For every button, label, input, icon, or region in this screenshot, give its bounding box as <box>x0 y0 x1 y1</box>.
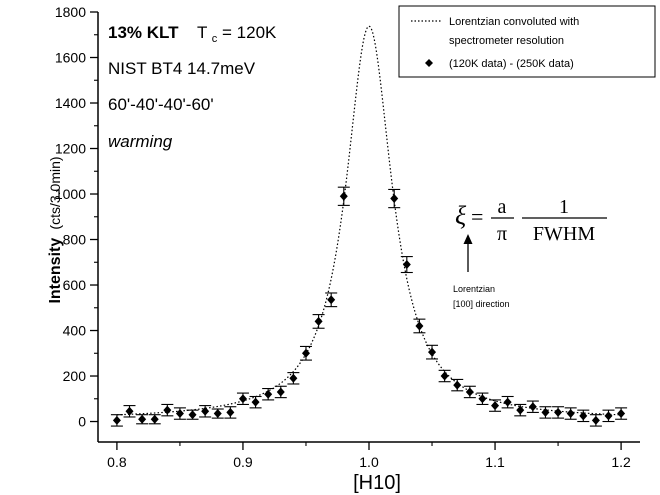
data-point <box>516 405 525 415</box>
y-tick-label: 600 <box>63 277 87 293</box>
x-tick-label: 0.8 <box>107 454 127 470</box>
data-point <box>554 407 563 417</box>
annotation-sample: 13% KLT T c = 120K <box>108 23 277 46</box>
data-point <box>465 387 474 397</box>
fit-curve <box>116 25 622 416</box>
formula-a: a <box>498 196 507 218</box>
data-point <box>251 397 260 407</box>
annotation-tc-symbol: T <box>197 23 207 42</box>
data-point <box>402 260 411 270</box>
formula-one: 1 <box>559 196 569 218</box>
y-tick-label: 400 <box>63 323 87 339</box>
annotation-tc-subscript: c <box>212 33 218 45</box>
data-point <box>112 415 121 425</box>
y-tick-label: 800 <box>63 232 87 248</box>
y-ticks: 0 200 400 600 800 1000 1200 1400 1600 1800 <box>55 4 98 430</box>
x-ticks: 0.8 0.9 1.0 1.1 1.2 <box>107 442 631 470</box>
data-point <box>503 397 512 407</box>
data-point <box>238 394 247 404</box>
data-point <box>566 409 575 419</box>
data-point <box>188 410 197 420</box>
data-point <box>390 194 399 204</box>
data-point <box>453 380 462 390</box>
data-point <box>428 347 437 357</box>
data-point <box>327 295 336 305</box>
y-tick-label: 200 <box>63 368 87 384</box>
x-tick-label: 1.2 <box>611 454 631 470</box>
data-point <box>604 411 613 421</box>
data-point <box>226 407 235 417</box>
annotation-warming: warming <box>108 132 173 151</box>
data-point <box>591 415 600 425</box>
y-tick-label: 1800 <box>55 4 86 20</box>
y-tick-label: 0 <box>78 414 86 430</box>
x-axis-title: [H10] <box>353 472 401 494</box>
legend-fit-label-2: spectrometer resolution <box>449 35 564 47</box>
formula-equals: = <box>471 204 483 229</box>
data-point <box>276 387 285 397</box>
data-point <box>440 371 449 381</box>
data-point <box>264 389 273 399</box>
legend-box <box>398 5 656 78</box>
data-point <box>541 407 550 417</box>
data-point <box>314 316 323 326</box>
annotation-sample-name: 13% KLT <box>108 23 179 42</box>
y-tick-label: 1400 <box>55 95 86 111</box>
data-point <box>163 405 172 415</box>
formula-note-2: [100] direction <box>453 299 510 309</box>
formula-xi: ξ <box>455 201 467 230</box>
data-point <box>150 414 159 424</box>
data-points-layer <box>110 186 628 427</box>
data-point <box>579 411 588 421</box>
y-tick-label: 1600 <box>55 50 86 66</box>
annotation-tc-value: = 120K <box>222 23 277 42</box>
fit-curve-layer <box>116 25 622 416</box>
annotation-instrument: NIST BT4 14.7meV <box>108 59 256 78</box>
data-point <box>617 409 626 419</box>
data-point <box>213 409 222 419</box>
annotation-collimation: 60'-40'-40'-60' <box>108 95 214 114</box>
x-tick-label: 1.0 <box>359 454 379 470</box>
formula-fwhm: FWHM <box>533 223 595 245</box>
y-axis-title-unit: (cts/3.0min) <box>47 156 63 229</box>
formula: ξ = a π 1 FWHM Lorentzian [100] directio… <box>453 196 607 309</box>
legend-data-marker <box>425 59 433 67</box>
data-point <box>201 406 210 416</box>
formula-arrow-head <box>463 234 473 244</box>
data-point <box>175 409 184 419</box>
x-tick-label: 0.9 <box>233 454 253 470</box>
legend: Lorentzian convoluted with spectrometer … <box>398 5 656 78</box>
formula-note-1: Lorentzian <box>453 284 495 294</box>
legend-fit-label-1: Lorentzian convoluted with <box>449 16 579 28</box>
data-point <box>415 321 424 331</box>
data-point <box>289 373 298 383</box>
data-point <box>528 402 537 412</box>
y-axis-title: Intensity (cts/3.0min) <box>47 156 64 303</box>
data-point <box>478 394 487 404</box>
data-point <box>301 348 310 358</box>
data-point <box>125 406 134 416</box>
data-point <box>491 401 500 411</box>
y-tick-label: 1000 <box>55 186 86 202</box>
y-tick-label: 1200 <box>55 141 86 157</box>
x-tick-label: 1.1 <box>485 454 505 470</box>
data-point <box>138 414 147 424</box>
formula-pi: π <box>497 223 507 245</box>
legend-data-label: (120K data) - (250K data) <box>449 58 574 70</box>
data-point <box>339 191 348 201</box>
y-axis-title-main: Intensity <box>47 238 64 304</box>
